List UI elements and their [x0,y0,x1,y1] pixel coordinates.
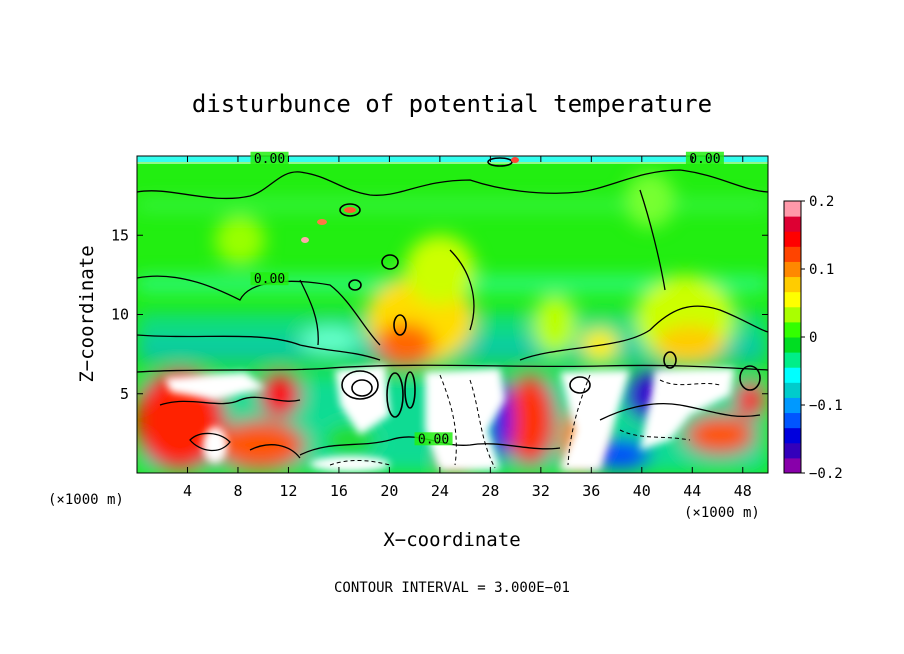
colorbar-tick-label: −0.2 [809,466,843,482]
colorbar-swatch [784,231,801,247]
contour-label-bg [250,151,289,165]
x-tick-label: 20 [380,482,398,500]
y-tick-label: 15 [111,226,129,244]
contour-label: 0.00 [689,152,720,167]
y-axis-label: Z−coordinate [76,245,98,382]
colorbar-tick-label: 0.2 [809,194,834,210]
colorbar-tick-label: 0.1 [809,262,834,278]
contour-labels: 0.00 0.00 0.00 0.00 [250,151,724,447]
x-tick-label: 48 [734,482,752,500]
colorbar-swatch [784,306,801,323]
x-tick-label: 32 [532,482,550,500]
x-axis: 4 8 12 16 20 24 28 32 36 40 44 48 [183,156,752,500]
colorbar-tick-label: −0.1 [809,398,843,414]
contour-label-bg [414,432,453,446]
heatmap-field [137,156,768,473]
colorbar-swatch [784,442,801,459]
colorbar-swatch [784,337,801,353]
y-tick-label: 10 [111,306,129,324]
colorbar-swatch [784,321,801,338]
x-tick-label: 40 [633,482,651,500]
colorbar-swatch [784,291,801,308]
contour-interval-note: CONTOUR INTERVAL = 3.000E−01 [334,580,570,596]
x-tick-label: 36 [582,482,600,500]
colorbar-swatch [784,457,801,474]
colorbar-swatch [784,201,801,217]
colorbar-swatch [784,276,801,293]
colorbar-swatch [784,367,801,383]
x-tick-label: 16 [330,482,348,500]
colorbar-swatch [784,382,801,398]
x-tick-label: 24 [431,482,449,500]
contour-label: 0.00 [254,272,285,287]
x-tick-label: 44 [683,482,701,500]
colorbar-swatch [784,412,801,429]
x-tick-label: 4 [183,482,192,500]
colorbar-swatch [784,427,801,444]
chart-title: disturbunce of potential temperature [192,90,712,118]
x-tick-label: 12 [279,482,297,500]
x-axis-label: X−coordinate [383,529,520,551]
colorbar-swatch [784,216,801,232]
y-tick-label: 5 [120,385,129,403]
contour-label: 0.00 [254,152,285,167]
contour-label-bg [685,151,724,165]
colorbar-swatch [784,397,801,414]
colorbar-swatch [784,352,801,368]
contour-label-bg [250,272,289,286]
colorbar: 0.2 0.1 0 −0.1 −0.2 [783,194,843,482]
colorbar-swatch [784,261,801,278]
x-tick-label: 28 [481,482,499,500]
colorbar-swatch [784,246,801,262]
y-axis: 5 10 15 [111,226,768,403]
x-axis-unit-right: (×1000 m) [684,505,760,521]
x-tick-label: 8 [233,482,242,500]
colorbar-tick-label: 0 [809,330,817,346]
contour-label: 0.00 [418,432,449,447]
x-axis-unit-left: (×1000 m) [48,492,124,508]
